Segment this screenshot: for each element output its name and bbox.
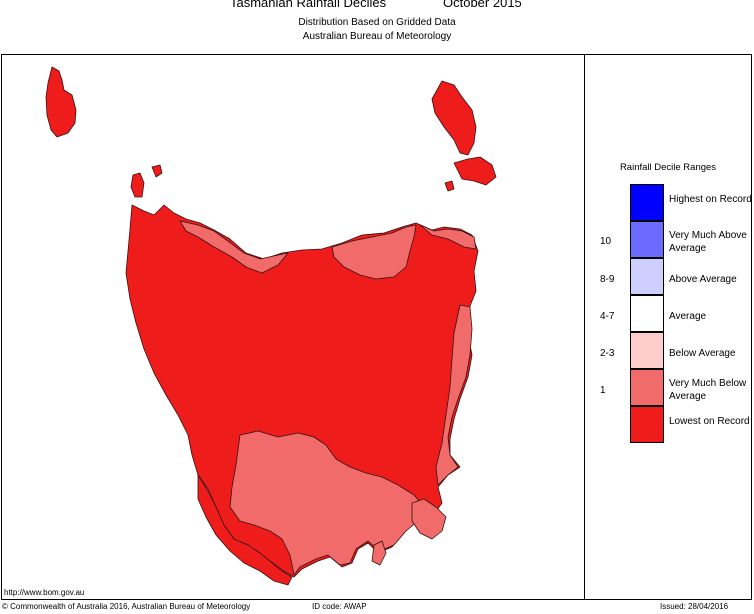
map-period: October 2015 (443, 0, 522, 10)
legend-label-very-much-above: Very Much Above Average (669, 230, 747, 254)
copyright-notice: © Commonwealth of Australia 2016, Austra… (2, 602, 251, 611)
map-subtitle: Distribution Based on Gridded Data (298, 17, 456, 28)
legend-range-10: 10 (600, 236, 612, 247)
legend-title: Rainfall Decile Ranges (619, 162, 717, 173)
cape-barren-island (453, 156, 497, 186)
three-hummock-island (130, 172, 145, 198)
source-url: http://www.bom.gov.au (4, 588, 85, 597)
map-title: Tasmanian Rainfall Deciles (230, 0, 387, 10)
legend-range-2-3: 2-3 (600, 348, 615, 359)
legend-swatch-below (630, 332, 664, 369)
legend-swatch-average (630, 295, 664, 332)
legend-swatch-very-much-above (630, 221, 664, 258)
legend-swatch-above (630, 258, 664, 295)
legend-swatch-lowest (630, 406, 664, 443)
region-east-coast (435, 304, 473, 486)
region-bruny-island (371, 540, 387, 566)
map-frame (1, 54, 752, 600)
legend-range-8-9: 8-9 (600, 274, 615, 285)
legend-label-average: Average (669, 311, 707, 322)
legend-swatch-highest (630, 184, 664, 221)
legend-label-highest: Highest on Record (669, 194, 752, 205)
legend-label-above: Above Average (669, 274, 737, 285)
legend-label-below: Below Average (669, 348, 736, 359)
legend-label-lowest: Lowest on Record (669, 416, 750, 427)
issued-date: Issued: 28/04/2016 (660, 602, 729, 611)
legend-label-very-much-below: Very Much Below Average (669, 378, 747, 402)
robbins-island (151, 164, 163, 178)
flinders-island (431, 80, 477, 156)
tasmania-map (45, 66, 497, 586)
legend-range-1: 1 (600, 385, 606, 396)
title-row: Tasmanian Rainfall Deciles October 2015 (0, 0, 754, 13)
region-sw-coast (197, 474, 293, 586)
region-ne-hills (331, 224, 417, 280)
legend-divider (584, 54, 585, 600)
legend-swatch-very-much-below (630, 369, 664, 406)
region-tasman-peninsula (411, 498, 447, 540)
region-nw-coast (179, 220, 289, 274)
king-island (45, 66, 77, 138)
region-ne-tip (419, 224, 477, 250)
small-island-ne (444, 180, 455, 192)
id-code: ID code: AWAP (312, 602, 367, 611)
legend-range-4-7: 4-7 (600, 311, 615, 322)
map-source: Australian Bureau of Meteorology (302, 31, 452, 42)
